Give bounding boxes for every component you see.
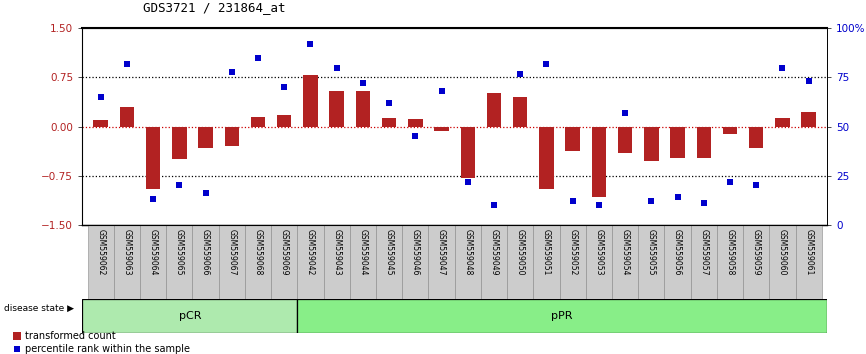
Text: GSM559063: GSM559063: [122, 229, 132, 275]
Text: GSM559061: GSM559061: [805, 229, 813, 275]
Text: GSM559049: GSM559049: [489, 229, 499, 275]
Text: GSM559046: GSM559046: [410, 229, 420, 275]
Text: GDS3721 / 231864_at: GDS3721 / 231864_at: [143, 1, 286, 14]
Text: GSM559054: GSM559054: [621, 229, 630, 275]
Bar: [87, 225, 113, 299]
Bar: [145, 126, 160, 189]
Bar: [487, 92, 501, 126]
Bar: [481, 225, 507, 299]
Bar: [382, 118, 397, 126]
Text: GSM559056: GSM559056: [673, 229, 682, 275]
Bar: [455, 225, 481, 299]
Bar: [192, 225, 218, 299]
Text: GSM559069: GSM559069: [280, 229, 288, 275]
Text: GSM559066: GSM559066: [201, 229, 210, 275]
Bar: [769, 225, 796, 299]
Text: GSM559055: GSM559055: [647, 229, 656, 275]
Text: GSM559068: GSM559068: [254, 229, 262, 275]
Text: GSM559048: GSM559048: [463, 229, 472, 275]
Bar: [664, 225, 691, 299]
Bar: [402, 225, 429, 299]
Text: GSM559051: GSM559051: [542, 229, 551, 275]
Text: GSM559044: GSM559044: [359, 229, 367, 275]
Bar: [277, 115, 291, 126]
Text: GSM559062: GSM559062: [96, 229, 105, 275]
Bar: [540, 126, 553, 189]
Bar: [507, 225, 533, 299]
Bar: [356, 91, 370, 126]
Bar: [303, 75, 318, 126]
Bar: [166, 225, 192, 299]
Bar: [638, 225, 664, 299]
Text: GSM559042: GSM559042: [306, 229, 315, 275]
Text: pCR: pCR: [178, 311, 201, 321]
Bar: [94, 120, 108, 126]
Bar: [513, 97, 527, 126]
Text: GSM559067: GSM559067: [227, 229, 236, 275]
Bar: [796, 225, 822, 299]
Text: transformed count: transformed count: [25, 331, 116, 341]
Bar: [224, 126, 239, 146]
Bar: [198, 126, 213, 148]
Bar: [565, 126, 580, 152]
Bar: [376, 225, 402, 299]
Bar: [251, 117, 265, 126]
Bar: [297, 299, 827, 333]
Text: GSM559045: GSM559045: [385, 229, 393, 275]
Text: GSM559053: GSM559053: [594, 229, 604, 275]
Text: GSM559057: GSM559057: [699, 229, 708, 275]
Bar: [533, 225, 559, 299]
Bar: [612, 225, 638, 299]
Bar: [691, 225, 717, 299]
Bar: [324, 225, 350, 299]
Text: GSM559059: GSM559059: [752, 229, 760, 275]
Bar: [670, 126, 685, 158]
Bar: [429, 225, 455, 299]
Bar: [717, 225, 743, 299]
Text: GSM559052: GSM559052: [568, 229, 577, 275]
Bar: [350, 225, 376, 299]
Bar: [723, 126, 737, 135]
Bar: [140, 225, 166, 299]
Bar: [559, 225, 585, 299]
Bar: [172, 126, 186, 159]
Text: disease state ▶: disease state ▶: [4, 304, 74, 313]
Text: GSM559043: GSM559043: [333, 229, 341, 275]
Bar: [435, 126, 449, 131]
Text: percentile rank within the sample: percentile rank within the sample: [25, 344, 191, 354]
Bar: [329, 91, 344, 126]
Bar: [120, 107, 134, 126]
Bar: [13, 332, 21, 341]
Text: GSM559058: GSM559058: [726, 229, 734, 275]
Bar: [297, 225, 324, 299]
Bar: [591, 126, 606, 197]
Bar: [743, 225, 769, 299]
Bar: [408, 119, 423, 126]
Bar: [218, 225, 245, 299]
Bar: [113, 225, 140, 299]
Bar: [775, 118, 790, 126]
Bar: [82, 299, 297, 333]
Text: GSM559065: GSM559065: [175, 229, 184, 275]
Text: GSM559060: GSM559060: [778, 229, 787, 275]
Bar: [271, 225, 297, 299]
Bar: [644, 126, 658, 161]
Bar: [618, 126, 632, 153]
Bar: [801, 112, 816, 126]
Bar: [696, 126, 711, 158]
Text: GSM559064: GSM559064: [149, 229, 158, 275]
Text: GSM559050: GSM559050: [516, 229, 525, 275]
Bar: [245, 225, 271, 299]
Bar: [749, 126, 764, 148]
Text: GSM559047: GSM559047: [437, 229, 446, 275]
Bar: [585, 225, 612, 299]
Text: pPR: pPR: [552, 311, 573, 321]
Bar: [461, 126, 475, 178]
